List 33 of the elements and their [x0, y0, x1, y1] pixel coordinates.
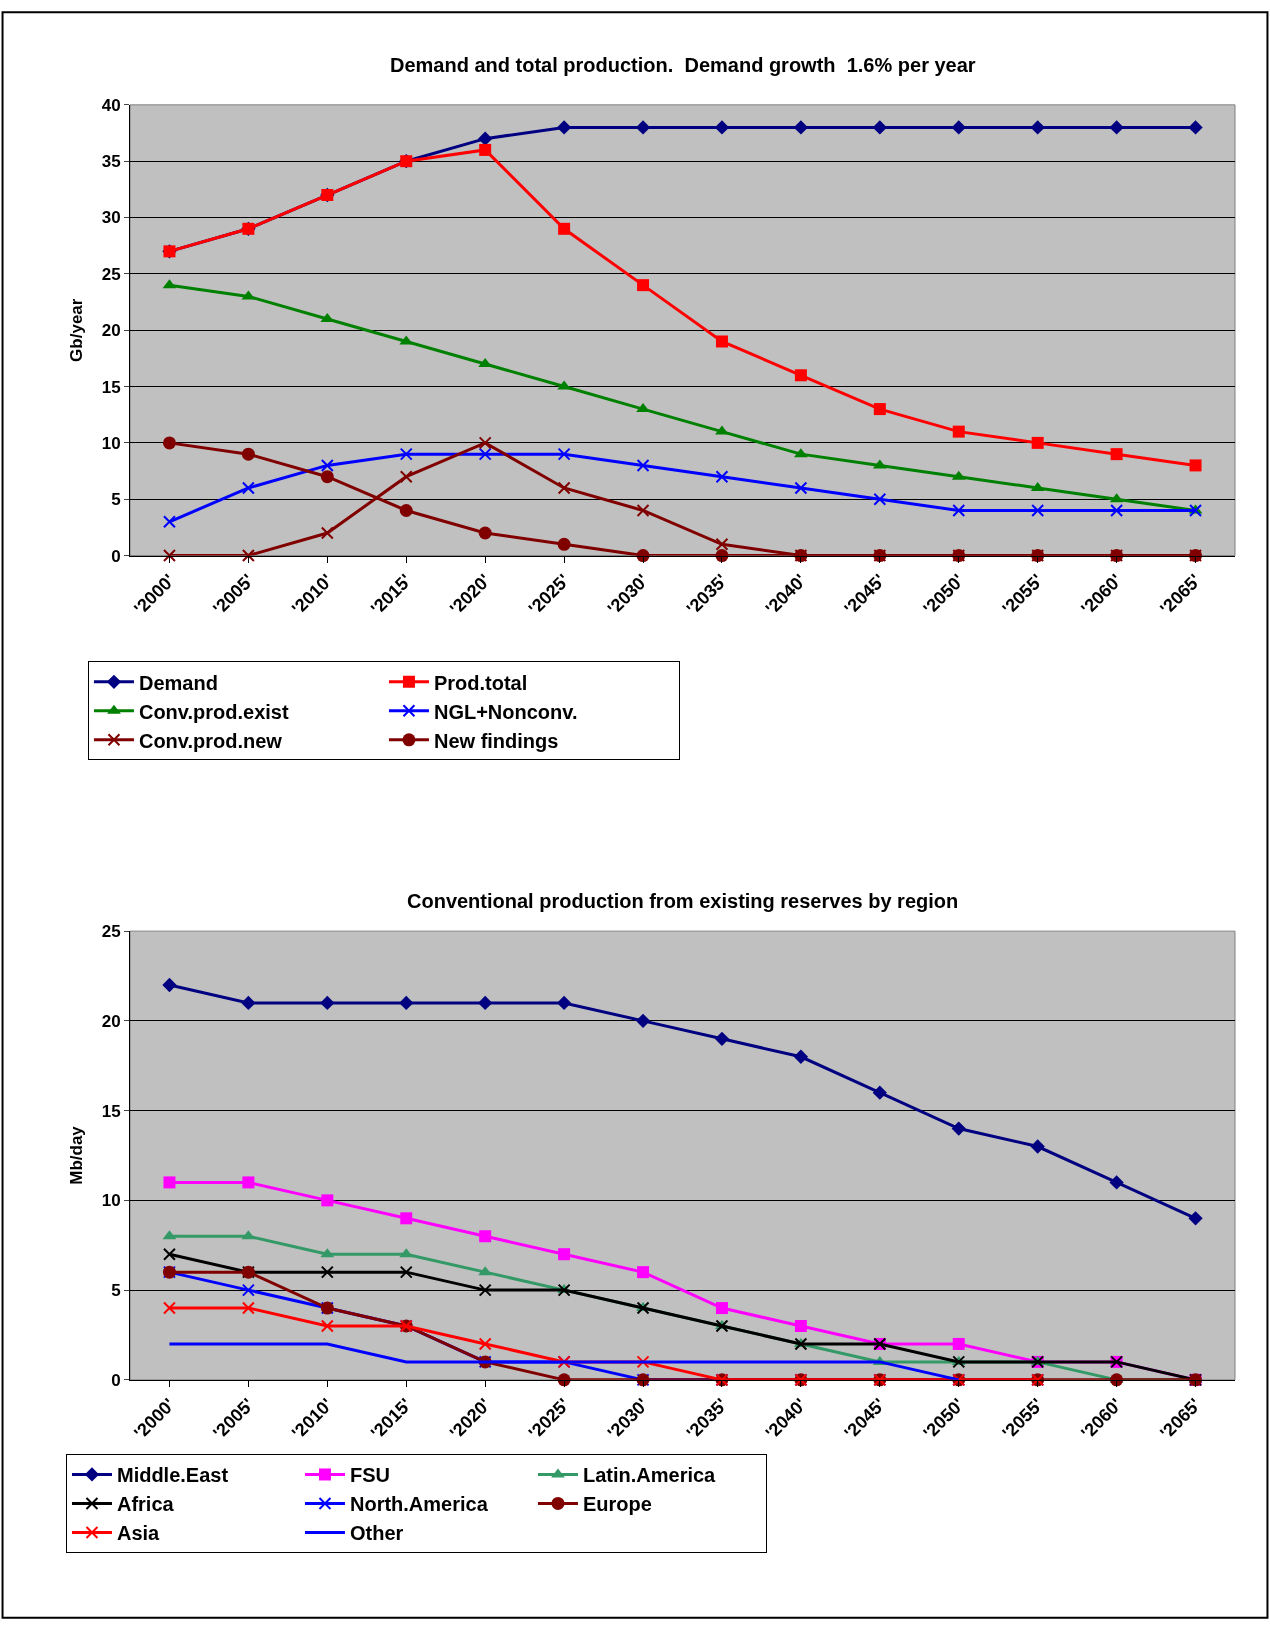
y-tick-label: 30 [101, 208, 121, 228]
y-tick-label: 5 [111, 1281, 121, 1301]
legend-label: North.America [349, 1493, 489, 1516]
legend-label: New findings [433, 729, 559, 752]
legend-label: Europe [582, 1493, 652, 1516]
y-tick-label: 15 [101, 377, 121, 397]
y-tick-label: 40 [101, 95, 121, 115]
legend-label: Latin.America [582, 1464, 717, 1487]
legend-label: Asia [116, 1522, 161, 1545]
legend-label: NGL+Nonconv. [433, 700, 578, 723]
legend-label: Conv.prod.exist [138, 700, 289, 723]
y-tick-label: 20 [101, 1011, 121, 1031]
y-tick-label: 0 [111, 1370, 121, 1390]
legend-label: Africa [116, 1493, 175, 1516]
y-tick-label: 0 [111, 546, 121, 566]
y-tick-label: 35 [101, 152, 121, 172]
y-tick-label: 10 [101, 1191, 121, 1211]
chart-title: Conventional production from existing reserves by region [407, 890, 959, 912]
legend-label: Demand [138, 671, 218, 694]
y-tick-label: 25 [101, 264, 121, 284]
y-tick-label: 20 [101, 321, 121, 341]
y-tick-label: 5 [111, 490, 121, 510]
y-tick-label: 10 [101, 433, 121, 453]
chart-title: Demand and total production. Demand growth 1.6% per year [390, 54, 976, 76]
legend-label: Prod.total [433, 671, 528, 694]
y-axis-title: Mb/day [67, 1125, 87, 1185]
legend-label: Other [349, 1522, 404, 1545]
y-axis-title: Gb/year [67, 298, 87, 362]
legend-label: Conv.prod.new [138, 729, 283, 752]
y-tick-label: 25 [101, 922, 121, 942]
y-tick-label: 15 [101, 1101, 121, 1121]
legend-label: Middle.East [116, 1464, 229, 1487]
legend-label: FSU [349, 1464, 390, 1487]
